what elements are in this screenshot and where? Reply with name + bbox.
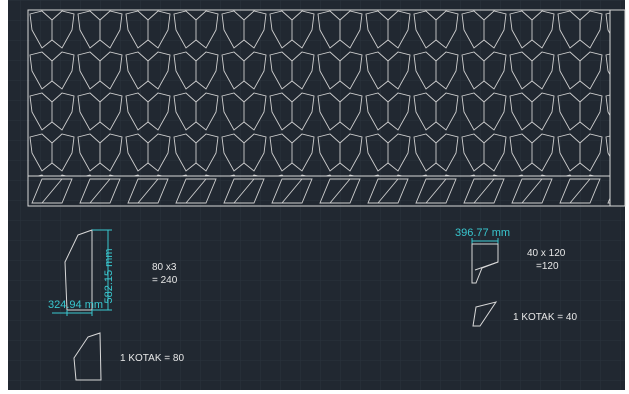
tile-pattern [28, 10, 620, 176]
annotation: 1 KOTAK = 40 [513, 312, 577, 323]
annotation: = 240 [152, 275, 178, 286]
annotation: 40 x 120 [527, 248, 566, 259]
annotation: 1 KOTAK = 80 [120, 353, 184, 364]
edge-detail [610, 10, 625, 206]
dimension-label: 324.94 mm [48, 299, 103, 311]
dimension-label: 582.15 mm [103, 248, 115, 303]
annotation: 80 x3 [152, 262, 177, 273]
border-band [28, 176, 620, 206]
dimension-label: 396.77 mm [455, 227, 510, 239]
annotation: =120 [536, 261, 559, 272]
page: {"annotations": { "left_count": ["80 x3"… [0, 0, 629, 394]
cad-viewport: 582.15 mm 324.94 mm 80 x3 = 240 1 KOTAK … [0, 0, 629, 394]
